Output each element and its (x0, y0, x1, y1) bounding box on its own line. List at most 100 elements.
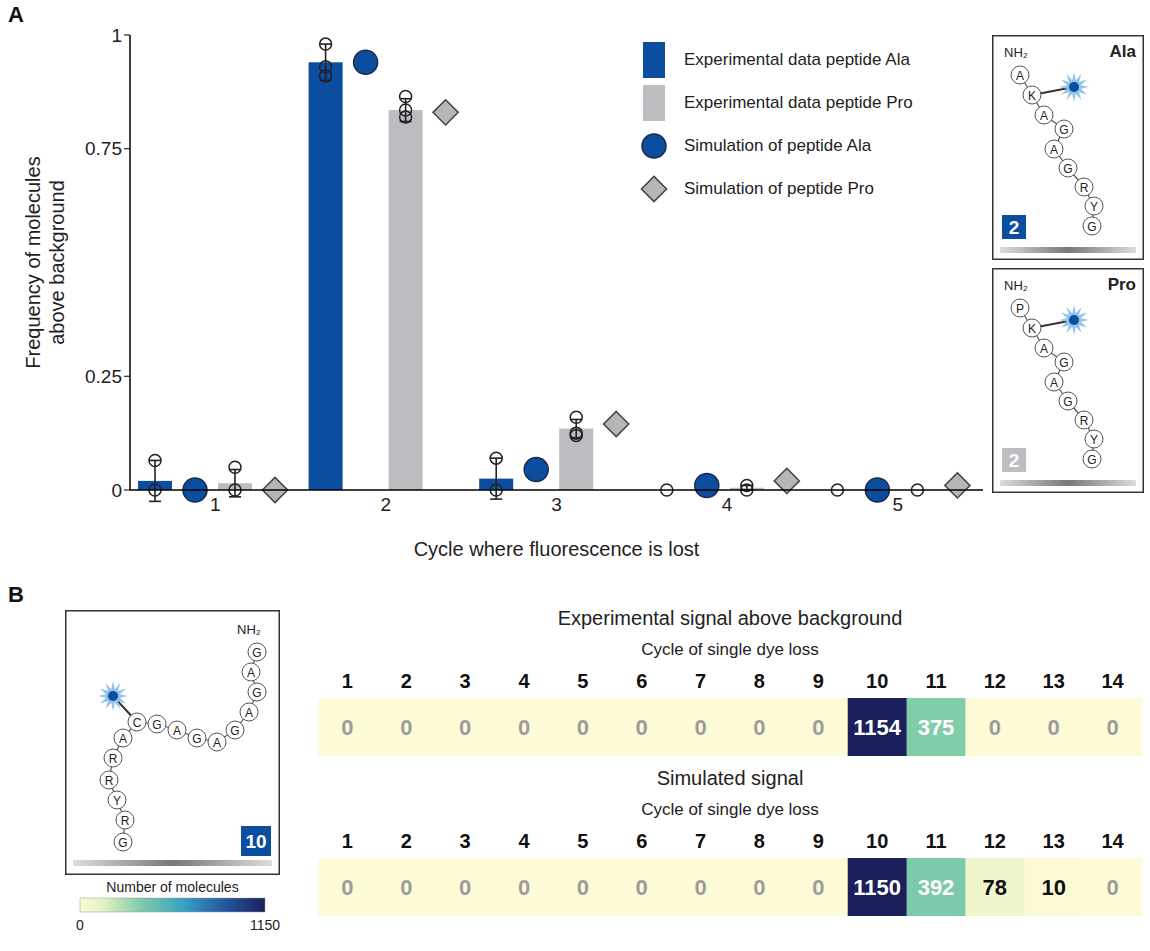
svg-text:Experimental signal above back: Experimental signal above background (558, 607, 903, 629)
svg-text:11: 11 (925, 670, 946, 692)
svg-text:7: 7 (695, 830, 706, 852)
svg-text:0: 0 (518, 715, 530, 740)
svg-text:4: 4 (518, 670, 530, 692)
svg-text:5: 5 (577, 830, 588, 852)
svg-text:Y: Y (1090, 200, 1098, 214)
svg-text:0: 0 (1106, 875, 1118, 900)
svg-text:78: 78 (983, 875, 1007, 900)
svg-text:NH₂: NH₂ (237, 622, 261, 637)
svg-text:14: 14 (1101, 670, 1124, 692)
svg-text:B: B (8, 582, 24, 607)
svg-text:0.25: 0.25 (85, 366, 122, 387)
svg-text:0: 0 (989, 715, 1001, 740)
svg-text:G: G (192, 732, 201, 746)
svg-text:K: K (1028, 89, 1036, 103)
svg-text:0: 0 (812, 715, 824, 740)
svg-text:Y: Y (1090, 433, 1098, 447)
svg-text:0: 0 (459, 875, 471, 900)
svg-text:9: 9 (813, 670, 824, 692)
svg-text:0: 0 (694, 715, 706, 740)
svg-text:R: R (1080, 181, 1089, 195)
svg-text:7: 7 (695, 670, 706, 692)
svg-text:Y: Y (113, 794, 121, 808)
svg-text:6: 6 (636, 670, 647, 692)
svg-text:1154: 1154 (853, 715, 901, 740)
svg-text:0: 0 (753, 875, 765, 900)
svg-text:4: 4 (518, 830, 530, 852)
svg-text:Cycle of single dye loss: Cycle of single dye loss (641, 640, 819, 659)
svg-text:G: G (1087, 220, 1096, 234)
svg-text:NH₂: NH₂ (1004, 278, 1028, 293)
svg-text:6: 6 (636, 830, 647, 852)
svg-text:9: 9 (813, 830, 824, 852)
svg-text:A: A (1040, 342, 1048, 356)
svg-text:A: A (1050, 143, 1058, 157)
svg-text:R: R (109, 752, 118, 766)
svg-text:10: 10 (1041, 875, 1065, 900)
svg-text:1: 1 (342, 830, 353, 852)
svg-text:1: 1 (111, 25, 122, 46)
svg-text:2: 2 (1009, 450, 1020, 471)
svg-text:0: 0 (1048, 715, 1060, 740)
svg-text:12: 12 (984, 670, 1006, 692)
svg-text:11: 11 (925, 830, 946, 852)
svg-text:G: G (1087, 453, 1096, 467)
svg-text:0.75: 0.75 (85, 138, 122, 159)
svg-text:C: C (133, 716, 142, 730)
svg-text:Pro: Pro (1108, 275, 1136, 294)
svg-text:Cycle of single dye loss: Cycle of single dye loss (641, 800, 819, 819)
svg-text:R: R (105, 774, 114, 788)
svg-text:G: G (152, 718, 161, 732)
svg-text:0: 0 (341, 715, 353, 740)
svg-text:3: 3 (460, 670, 471, 692)
svg-text:0: 0 (694, 875, 706, 900)
svg-text:0: 0 (577, 715, 589, 740)
svg-text:R: R (1080, 414, 1089, 428)
svg-text:Ala: Ala (1110, 42, 1137, 61)
svg-text:5: 5 (892, 494, 903, 515)
svg-text:Frequency of moleculesabove ba: Frequency of moleculesabove background (22, 156, 68, 368)
svg-text:13: 13 (1043, 670, 1065, 692)
svg-text:0: 0 (76, 917, 84, 933)
svg-text:375: 375 (918, 715, 955, 740)
svg-text:A: A (119, 732, 127, 746)
svg-text:A: A (213, 736, 221, 750)
svg-text:4: 4 (722, 494, 733, 515)
svg-text:G: G (1063, 395, 1072, 409)
svg-text:1: 1 (342, 670, 353, 692)
svg-text:G: G (252, 686, 261, 700)
svg-text:8: 8 (754, 830, 765, 852)
svg-text:G: G (1063, 162, 1072, 176)
svg-text:0: 0 (341, 875, 353, 900)
svg-text:A: A (173, 724, 181, 738)
svg-text:R: R (121, 814, 130, 828)
svg-text:392: 392 (918, 875, 955, 900)
svg-text:0: 0 (400, 715, 412, 740)
svg-text:13: 13 (1043, 830, 1065, 852)
svg-text:A: A (245, 706, 253, 720)
svg-text:2: 2 (401, 670, 412, 692)
svg-text:1150: 1150 (250, 917, 280, 933)
svg-text:Cycle where fluorescence is lo: Cycle where fluorescence is lost (414, 538, 700, 560)
svg-text:Number of molecules: Number of molecules (106, 879, 238, 895)
svg-text:10: 10 (866, 670, 888, 692)
svg-text:0: 0 (577, 875, 589, 900)
svg-text:A: A (1016, 69, 1024, 83)
svg-text:14: 14 (1101, 830, 1124, 852)
svg-text:0: 0 (812, 875, 824, 900)
svg-text:0: 0 (636, 715, 648, 740)
svg-text:1150: 1150 (853, 875, 901, 900)
svg-text:A: A (1040, 109, 1048, 123)
svg-text:A: A (1050, 376, 1058, 390)
svg-text:0: 0 (518, 875, 530, 900)
svg-text:G: G (1059, 356, 1068, 370)
svg-text:3: 3 (551, 494, 562, 515)
svg-text:G: G (118, 836, 127, 850)
svg-text:5: 5 (577, 670, 588, 692)
svg-text:2: 2 (1009, 217, 1020, 238)
svg-text:G: G (252, 646, 261, 660)
svg-text:2: 2 (381, 494, 392, 515)
svg-text:0: 0 (400, 875, 412, 900)
svg-text:G: G (1059, 123, 1068, 137)
svg-text:12: 12 (984, 830, 1006, 852)
